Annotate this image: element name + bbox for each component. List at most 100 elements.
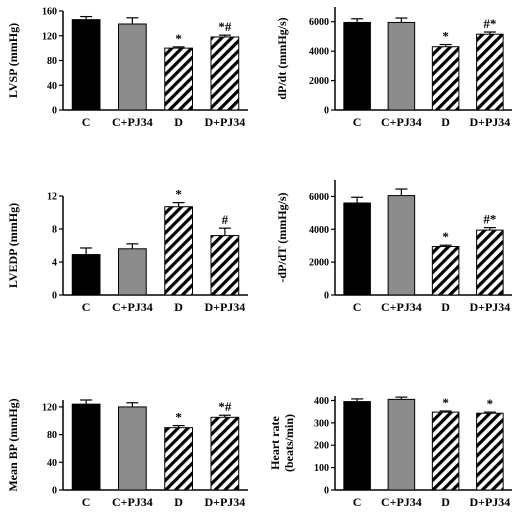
bar-c-pj34 [387,21,416,111]
y-tick-label: 2000 [309,76,329,87]
chart-panel-5: 0 40 80 120 Mean BP (mmHg) C C+PJ34 D * D+PJ34 *# [6,398,248,509]
x-tick-label: D [441,300,450,314]
y-tick-label: 0 [52,486,57,497]
significance-marker: * [175,31,182,46]
bar-c [71,19,101,111]
y-tick-label: 12 [47,192,57,203]
significance-marker: * [487,396,494,411]
y-tick-label: 160 [42,7,57,18]
bar-d [164,206,193,296]
x-tick-label: D+PJ34 [469,300,510,314]
y-tick-label: 4000 [309,47,329,58]
y-tick-label: 40 [47,458,57,469]
y-tick-label: 0 [52,291,57,302]
bar-c [343,21,371,111]
x-tick-label: D+PJ34 [469,115,510,129]
y-axis-label: LVSP (mmHg) [6,23,20,98]
x-tick-label: C [353,300,362,314]
x-tick-label: D+PJ34 [204,300,245,314]
significance-marker: * [175,187,182,202]
y-tick-label: 80 [47,56,57,67]
chart-panel-4: 0 2000 4000 6000 -dP/dT (mmHg/s) C C+PJ34 D * D+P… [275,180,512,314]
bar-c [71,403,101,491]
bar-c-pj34 [118,23,147,111]
significance-marker: #* [483,212,496,227]
bar-c [343,401,371,491]
chart-panel-3: 0 4 8 12 LVEDP (mmHg) C C+PJ34 D * D+PJ34 # [6,187,248,314]
bar-c [343,202,371,296]
y-axis-label: LVEDP (mmHg) [6,203,20,288]
x-tick-label: D [174,495,183,509]
y-tick-label: 0 [324,291,329,302]
x-tick-label: C+PJ34 [112,300,153,314]
bar-c-pj34 [118,248,147,296]
significance-marker: #* [483,16,496,31]
y-tick-label: 100 [314,463,329,474]
bar-d-pj34 [210,235,240,296]
y-tick-label: 40 [47,81,57,92]
x-tick-label: D [441,115,450,129]
x-tick-label: D+PJ34 [204,115,245,129]
x-tick-label: D [441,495,450,509]
bar-d-pj34 [210,36,240,111]
y-axis-label: Heart rate [268,416,282,470]
x-tick-label: C [82,300,91,314]
y-tick-label: 300 [314,418,329,429]
y-tick-label: 0 [324,106,329,117]
x-tick-label: D [174,300,183,314]
x-tick-label: C+PJ34 [381,115,422,129]
significance-marker: * [442,395,449,410]
bar-d [431,246,460,296]
y-axis-label: -dP/dT (mmHg/s) [275,192,289,282]
x-tick-label: C+PJ34 [381,495,422,509]
x-tick-label: C [353,495,362,509]
x-tick-label: C+PJ34 [381,300,422,314]
bar-d [431,46,460,111]
bar-d-pj34 [210,416,240,491]
significance-marker: * [442,229,449,244]
x-tick-label: C+PJ34 [112,495,153,509]
x-tick-label: D+PJ34 [469,495,510,509]
y-axis-label: dP/dt (mmHg/s) [275,17,289,99]
significance-marker: # [222,212,229,227]
y-tick-label: 120 [42,31,57,42]
y-tick-label: 4000 [309,225,329,236]
x-tick-label: D+PJ34 [204,495,245,509]
y-tick-label: 400 [314,396,329,407]
bar-d-pj34 [476,412,504,491]
bar-d [164,427,193,491]
x-tick-label: C+PJ34 [112,115,153,129]
significance-marker: * [442,29,449,44]
y-tick-label: 6000 [309,192,329,203]
bar-c-pj34 [387,195,416,296]
y-tick-label: 4 [52,258,57,269]
x-tick-label: C [353,115,362,129]
bar-c-pj34 [118,406,147,491]
bar-c-pj34 [387,398,416,491]
y-tick-label: 120 [42,402,57,413]
y-axis-label: (beats/min) [282,414,296,472]
y-tick-label: 0 [324,486,329,497]
y-tick-label: 0 [52,106,57,117]
y-tick-label: 80 [47,430,57,441]
y-tick-label: 200 [314,441,329,452]
y-tick-label: 6000 [309,17,329,28]
bar-d [164,47,193,111]
bar-d-pj34 [476,33,504,111]
chart-panel-6: 0 100 200 300 400 Heart rate (beats/min) C C+PJ3… [268,395,512,509]
y-axis-label: Mean BP (mmHg) [6,398,20,491]
x-tick-label: C [82,115,91,129]
x-tick-label: C [82,495,91,509]
chart-panel-2: 0 2000 4000 6000 dP/dt (mmHg/s) C C+PJ34 D * D+PJ… [275,7,512,129]
chart-panel-1: 0 40 80 120 160 LVSP (mmHg) C C+PJ34 D * D+PJ34 *# [6,7,248,129]
significance-marker: * [175,410,182,425]
bar-d-pj34 [476,229,504,296]
x-tick-label: D [174,115,183,129]
significance-marker: *# [218,399,232,414]
bar-d [431,411,460,491]
y-tick-label: 2000 [309,258,329,269]
bar-c [71,254,101,296]
significance-marker: *# [218,19,232,34]
y-tick-label: 8 [52,225,57,236]
